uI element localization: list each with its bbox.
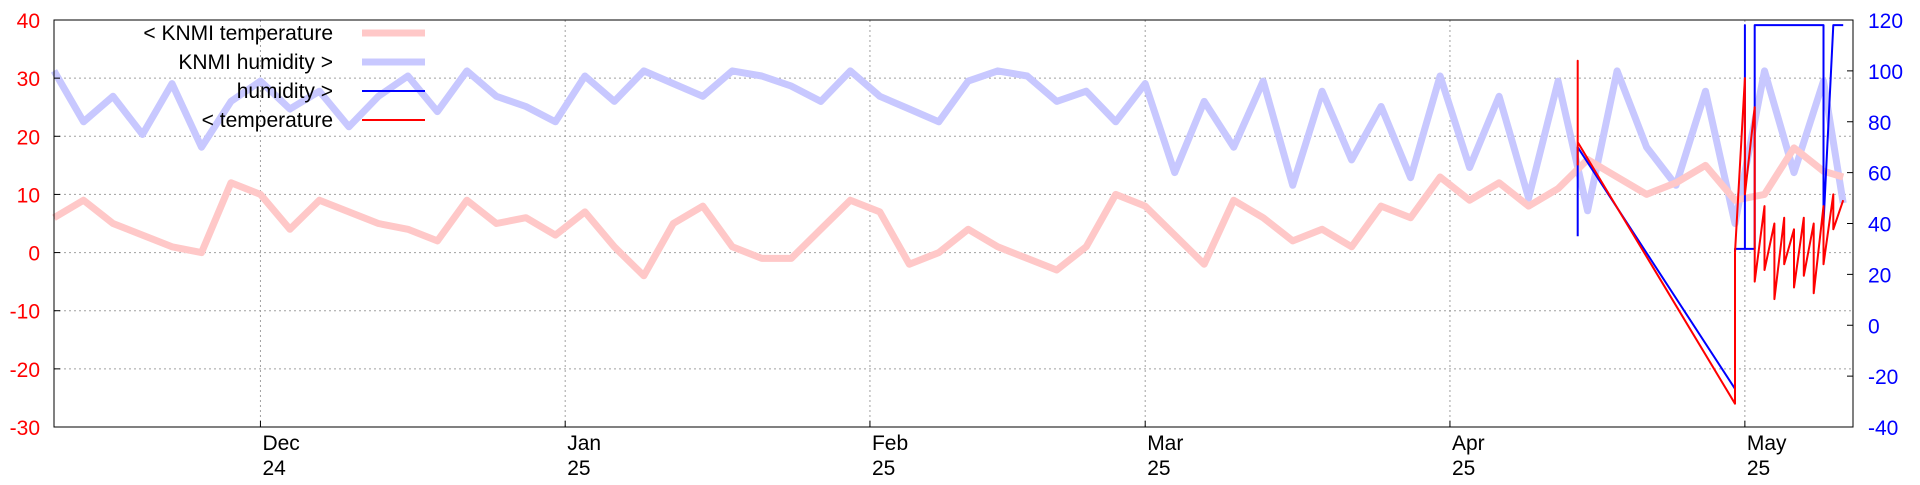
y-right-tick-label: -40 [1868,417,1898,440]
y-right-tick-label: 120 [1868,10,1903,33]
x-tick-label-year: 25 [872,457,895,480]
x-tick-label-year: 25 [567,457,590,480]
y-left-tick-label: -20 [10,359,40,382]
x-tick-label-month: Dec [262,432,299,455]
y-right-tick-label: 40 [1868,214,1891,237]
series-layer [50,24,1847,405]
series-knmi-temperature [52,144,1845,280]
series-knmi-humidity [50,67,1847,227]
x-tick-label-year: 25 [1452,457,1475,480]
y-left-tick-label: 10 [17,184,40,207]
y-right-tick-label: 100 [1868,61,1903,84]
y-left-tick-label: 20 [17,126,40,149]
legend-label: < temperature [202,109,333,132]
y-left-tick-label: 40 [17,10,40,33]
y-right-tick-label: 20 [1868,264,1891,287]
y-left-tick-label: -30 [10,417,40,440]
x-tick-label-month: Apr [1452,432,1485,455]
x-tick-label-month: Jan [567,432,601,455]
legend-label: < KNMI temperature [143,22,333,45]
y-right-tick-label: 60 [1868,163,1891,186]
x-tick-label-year: 25 [1747,457,1770,480]
y-right-tick-label: 0 [1868,315,1880,338]
y-right-tick-label: 80 [1868,112,1891,135]
axis-layer: 403020100-10-20-30120100806040200-20-40D… [10,10,1903,480]
x-tick-label-month: May [1747,432,1787,455]
x-tick-label-year: 25 [1147,457,1170,480]
legend-label: KNMI humidity > [178,51,333,74]
y-right-tick-label: -20 [1868,366,1898,389]
y-left-tick-label: -10 [10,301,40,324]
y-left-tick-label: 0 [28,243,40,266]
x-tick-label-year: 24 [262,457,286,480]
series-temperature [1576,59,1845,405]
y-left-tick-label: 30 [17,68,40,91]
x-tick-label-month: Feb [872,432,908,455]
legend-label: humidity > [237,80,333,103]
x-tick-label-month: Mar [1147,432,1183,455]
legend: < KNMI temperature KNMI humidity > humidit… [143,22,425,132]
